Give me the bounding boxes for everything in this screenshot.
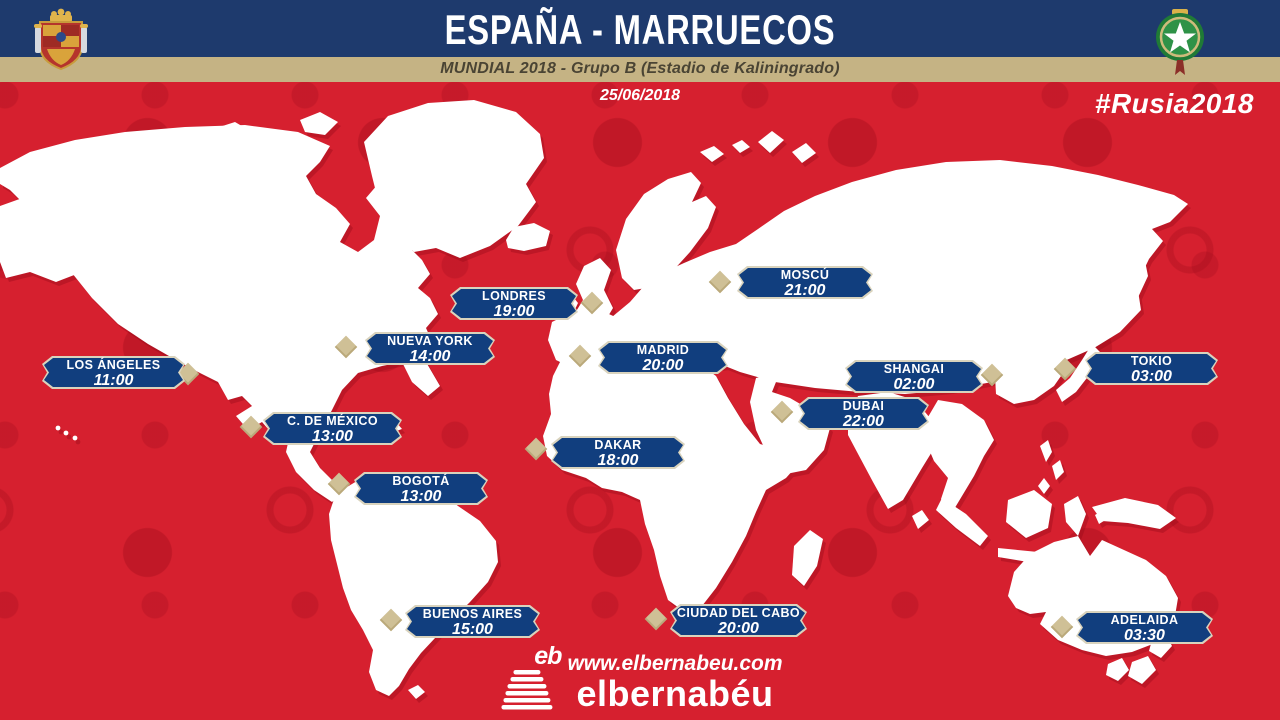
map-oceania [936,490,1178,684]
new-guinea [1092,498,1176,529]
city-name: C. DE MÉXICO [287,414,378,428]
website-url: www.elbernabeu.com [567,652,783,675]
city-name: CIUDAD DEL CABO [676,606,801,620]
city-time: 03:00 [1131,367,1172,385]
hashtag-label: #Rusia2018 [1094,88,1254,119]
city-label-moscu: MOSCÚ 21:00 [737,266,873,299]
city-time: 19:00 [493,302,535,320]
city-label-shangai: SHANGAI 02:00 [845,360,983,393]
city-time: 13:00 [312,427,353,445]
city-label-madrid: MADRID 20:00 [598,341,728,374]
morocco-crest-icon [1152,7,1208,82]
city-time: 15:00 [452,620,493,638]
alaska [0,196,96,282]
madagascar [792,530,823,586]
city-label-dubai: DUBAI 22:00 [798,397,929,430]
match-title: ESPAÑA - MARRUECOS [444,6,836,53]
city-time: 03:30 [1124,626,1165,644]
city-name: DUBAI [842,399,885,413]
continent-south-america [329,472,498,696]
borneo [1006,490,1052,538]
city-time: 22:00 [843,412,884,430]
city-time: 21:00 [784,281,826,299]
continent-africa [543,358,802,613]
footer-branding: eb www.elbernabeu.com elbernabéu [497,642,783,714]
continent-north-america [0,125,448,502]
spain-crest-icon [30,7,92,78]
city-time: 02:00 [893,375,935,393]
indochina [925,400,994,516]
city-label-ciudad-del-cabo: CIUDAD DEL CABO 20:00 [670,604,807,637]
kamchatka [1108,232,1148,322]
iceland [506,223,550,251]
match-date: 25/06/2018 [599,87,681,104]
tasmania [1106,658,1129,681]
city-label-los-angeles: LOS ÁNGELES 11:00 [42,356,185,389]
city-label-c-de-mexico: C. DE MÉXICO 13:00 [263,412,402,445]
city-label-dakar: DAKAR 18:00 [551,436,685,469]
eb-monogram: eb [534,642,562,670]
city-name: SHANGAI [883,362,945,376]
city-time: 20:00 [642,356,684,374]
city-label-adelaida: ADELAIDA 03:30 [1076,611,1213,644]
city-name: ADELAIDA [1110,613,1179,627]
elbernabeu-logo-icon: eb [497,642,562,712]
city-time: 11:00 [93,371,134,389]
city-name: BOGOTÁ [392,474,450,488]
city-name: LOS ÁNGELES [66,358,161,372]
city-name: NUEVA YORK [387,334,473,348]
city-label-bogota: BOGOTÁ 13:00 [354,472,488,505]
city-time: 13:00 [400,487,442,505]
scandinavia [616,172,716,290]
city-label-nueva-york: NUEVA YORK 14:00 [365,332,495,365]
city-label-londres: LONDRES 19:00 [450,287,578,320]
map-north-america [0,100,550,502]
city-name: TOKIO [1130,354,1173,368]
city-label-tokio: TOKIO 03:00 [1085,352,1218,385]
header-gold-bar [0,57,1280,82]
city-time: 14:00 [409,347,451,365]
city-name: LONDRES [482,289,546,303]
east-china [995,352,1068,404]
brand-wordmark: elbernabéu [576,673,774,714]
map-africa [543,358,823,613]
greenland [364,100,544,258]
header-navy-bar [0,0,1280,57]
city-name: BUENOS AIRES [422,607,523,621]
competition-subtitle: MUNDIAL 2018 - Grupo B (Estadio de Kalin… [440,60,840,77]
city-label-buenos-aires: BUENOS AIRES 15:00 [405,605,540,638]
city-time: 18:00 [597,451,639,469]
city-name: DAKAR [594,438,642,452]
map-south-america [329,472,498,699]
city-time: 20:00 [718,619,759,637]
city-name: MOSCÚ [780,268,830,282]
city-name: MADRID [636,343,690,357]
